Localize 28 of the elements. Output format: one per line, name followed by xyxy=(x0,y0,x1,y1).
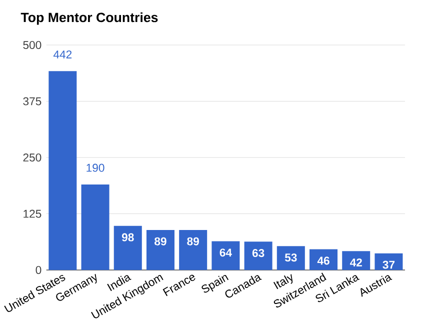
y-tick-label: 250 xyxy=(23,154,42,162)
bar xyxy=(374,253,403,270)
bar xyxy=(81,184,110,270)
data-label: 98 xyxy=(122,233,134,242)
data-label: 89 xyxy=(154,237,166,246)
data-label: 53 xyxy=(284,254,297,262)
bar xyxy=(179,230,208,270)
chart-title: Top Mentor Countries xyxy=(20,12,158,25)
bar xyxy=(114,226,142,270)
data-label: 442 xyxy=(53,50,72,58)
bar xyxy=(342,251,370,270)
data-label: 46 xyxy=(317,256,330,265)
data-label: 42 xyxy=(350,258,362,266)
data-label: 63 xyxy=(252,249,264,258)
data-label: 64 xyxy=(220,248,232,257)
y-tick-label: 0 xyxy=(36,266,42,274)
bar xyxy=(276,246,305,270)
bar xyxy=(48,71,77,270)
y-tick-label: 500 xyxy=(23,41,42,50)
data-label: 89 xyxy=(187,237,199,246)
bar xyxy=(212,241,240,270)
data-label: 37 xyxy=(382,260,395,269)
bar xyxy=(146,230,174,270)
y-tick-label: 125 xyxy=(24,210,42,218)
bar xyxy=(244,242,272,270)
data-label: 190 xyxy=(86,164,104,172)
bar xyxy=(310,249,338,270)
y-tick-label: 375 xyxy=(23,97,42,106)
